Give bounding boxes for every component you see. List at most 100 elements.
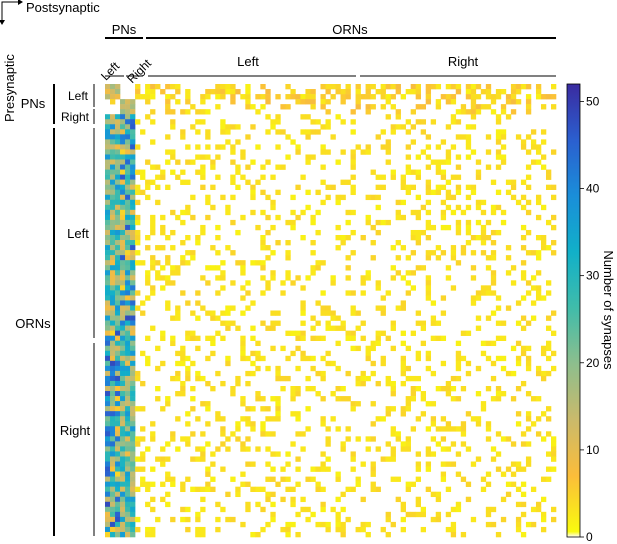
- heatmap-cell: [115, 255, 121, 261]
- heatmap-cell: [460, 421, 467, 427]
- heatmap-cell: [270, 466, 276, 472]
- heatmap-cell: [165, 260, 171, 266]
- heatmap-cell: [465, 84, 472, 90]
- heatmap-cell: [400, 516, 406, 523]
- heatmap-cell: [180, 240, 186, 246]
- heatmap-cell: [520, 270, 527, 276]
- heatmap-cell: [130, 476, 136, 482]
- heatmap-cell: [275, 214, 281, 221]
- heatmap-cell: [455, 350, 462, 357]
- heatmap-cell: [475, 235, 482, 241]
- heatmap-cell: [130, 224, 136, 231]
- heatmap-cell: [455, 340, 462, 347]
- heatmap-cell: [295, 411, 301, 417]
- heatmap-cell: [285, 486, 291, 492]
- heatmap-cell: [115, 240, 121, 246]
- heatmap-cell: [375, 340, 381, 347]
- heatmap-cell: [115, 154, 121, 160]
- heatmap-cell: [285, 240, 291, 246]
- heatmap-cell: [105, 219, 111, 226]
- heatmap-cell: [405, 154, 411, 160]
- heatmap-cell: [425, 184, 432, 190]
- heatmap-cell: [150, 84, 156, 90]
- heatmap-cell: [185, 179, 191, 185]
- heatmap-cell: [165, 149, 171, 155]
- heatmap-cell: [325, 456, 331, 462]
- heatmap-cell: [295, 345, 301, 352]
- heatmap-cell: [115, 139, 121, 145]
- heatmap-cell: [220, 84, 226, 90]
- heatmap-cell: [525, 104, 532, 110]
- heatmap-cell: [170, 245, 176, 251]
- heatmap-cell: [125, 526, 131, 533]
- heatmap-cell: [435, 144, 442, 150]
- heatmap-cell: [535, 501, 542, 508]
- heatmap-cell: [320, 149, 326, 155]
- heatmap-cell: [105, 265, 111, 271]
- heatmap-cell: [180, 391, 186, 397]
- heatmap-cell: [365, 275, 371, 281]
- heatmap-cell: [325, 521, 331, 528]
- heatmap-cell: [245, 104, 251, 110]
- heatmap-cell: [515, 501, 522, 508]
- heatmap-cell: [110, 310, 116, 316]
- heatmap-cell: [430, 436, 437, 442]
- heatmap-cell: [115, 229, 121, 236]
- heatmap-cell: [425, 401, 432, 407]
- heatmap-cell: [125, 169, 131, 175]
- heatmap-cell: [165, 159, 171, 165]
- heatmap-cell: [130, 496, 136, 503]
- heatmap-cell: [275, 406, 281, 412]
- heatmap-cell: [120, 380, 126, 387]
- heatmap-cell: [320, 521, 326, 528]
- heatmap-cell: [130, 194, 136, 201]
- heatmap-cell: [455, 164, 462, 170]
- heatmap-cell: [110, 441, 116, 447]
- heatmap-cell: [395, 84, 401, 90]
- heatmap-cell: [115, 134, 121, 140]
- heatmap-cell: [120, 431, 126, 437]
- heatmap-cell: [325, 360, 331, 367]
- heatmap-cell: [485, 104, 492, 110]
- heatmap-cell: [320, 335, 326, 341]
- heatmap-cell: [105, 365, 111, 372]
- heatmap-cell: [110, 360, 116, 367]
- heatmap-cell: [110, 89, 116, 95]
- heatmap-cell: [380, 456, 386, 462]
- heatmap-cell: [290, 501, 296, 508]
- heatmap-cell: [125, 345, 131, 352]
- heatmap-cell: [500, 355, 507, 362]
- heatmap-cell: [480, 401, 487, 407]
- heatmap-cell: [130, 240, 136, 246]
- heatmap-cell: [130, 501, 136, 508]
- heatmap-cell: [210, 265, 216, 271]
- heatmap-cell: [360, 335, 366, 341]
- heatmap-cell: [240, 481, 246, 487]
- heatmap-cell: [215, 174, 221, 180]
- heatmap-cell: [145, 194, 151, 201]
- heatmap-cell: [135, 169, 141, 175]
- heatmap-cell: [535, 416, 542, 422]
- heatmap-cell: [105, 330, 111, 336]
- heatmap-cell: [225, 325, 231, 331]
- heatmap-cell: [475, 174, 482, 180]
- heatmap-cell: [495, 134, 502, 140]
- heatmap-cell: [550, 250, 557, 256]
- heatmap-cell: [540, 436, 547, 442]
- heatmap-cell: [300, 506, 306, 513]
- heatmap-cell: [340, 149, 346, 155]
- heatmap-cell: [295, 149, 301, 155]
- heatmap-cell: [265, 94, 271, 100]
- heatmap-cell: [260, 265, 266, 271]
- heatmap-cell: [120, 486, 126, 492]
- heatmap-cell: [335, 426, 341, 432]
- heatmap-cell: [445, 486, 452, 492]
- heatmap-cell: [465, 194, 472, 201]
- heatmap-cell: [155, 84, 161, 90]
- heatmap-cell: [385, 380, 391, 387]
- heatmap-cell: [135, 305, 141, 311]
- heatmap-cell: [495, 114, 502, 120]
- heatmap-cell: [360, 380, 366, 387]
- heatmap-cell: [105, 506, 111, 513]
- heatmap-cell: [110, 516, 116, 523]
